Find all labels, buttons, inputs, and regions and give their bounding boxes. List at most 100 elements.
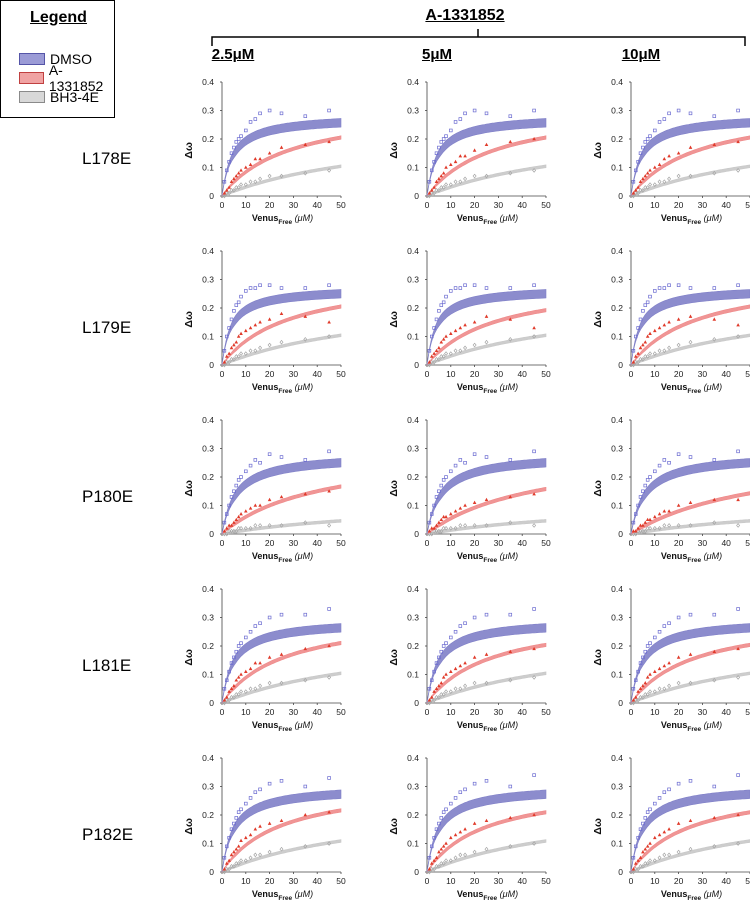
panel-l179e-10-m: 0 0.1 0.2 0.3 0.4 0 10 20 30 40 50 Δω VenusFree (μM) [592, 246, 750, 395]
marker-a-1331852 [444, 334, 448, 338]
marker-bh3-4e [631, 869, 636, 875]
marker-bh3-4e [508, 520, 513, 525]
x-tick-label: 40 [517, 538, 527, 548]
marker-dmso [736, 773, 740, 777]
y-tick-label: 0.4 [407, 77, 419, 87]
marker-bh3-4e [463, 345, 468, 351]
marker-dmso [667, 787, 671, 792]
marker-dmso [239, 807, 243, 812]
marker-a-1331852 [439, 681, 444, 685]
marker-a-1331852 [676, 151, 681, 155]
fit-band-bh3-4e [221, 333, 342, 366]
marker-dmso [631, 180, 636, 184]
marker-dmso [638, 661, 643, 665]
legend-box: Legend DMSO A-1331852 BH3-4E [0, 0, 115, 118]
marker-bh3-4e [222, 869, 227, 875]
marker-bh3-4e [458, 179, 463, 185]
y-tick-label: 0.4 [202, 753, 214, 763]
marker-dmso [657, 286, 662, 290]
marker-a-1331852 [239, 168, 243, 172]
x-tick-label: 20 [265, 538, 275, 548]
marker-a-1331852 [712, 497, 717, 502]
panel-l178e-10-m: 0 0.1 0.2 0.3 0.4 0 10 20 30 40 50 Δω VenusFree (μM) [592, 77, 750, 226]
marker-bh3-4e [676, 849, 681, 855]
x-tick-label: 50 [745, 200, 750, 210]
marker-dmso [227, 836, 231, 840]
marker-dmso [641, 821, 645, 826]
marker-a-1331852 [648, 841, 652, 845]
marker-bh3-4e [640, 187, 645, 193]
marker-bh3-4e [463, 852, 468, 858]
marker-a-1331852 [267, 317, 272, 321]
x-tick-label: 10 [241, 200, 251, 210]
x-tick-label: 30 [494, 538, 504, 548]
marker-a-1331852 [736, 139, 740, 144]
marker-a-1331852 [234, 517, 239, 522]
y-tick-label: 0.2 [611, 641, 623, 651]
x-tick-label: 50 [541, 538, 551, 548]
marker-dmso [227, 160, 231, 164]
marker-a-1331852 [458, 325, 463, 330]
marker-a-1331852 [653, 669, 657, 673]
marker-a-1331852 [234, 340, 239, 344]
marker-dmso [463, 111, 467, 116]
marker-dmso [453, 286, 458, 290]
marker-bh3-4e [636, 866, 641, 872]
y-tick-label: 0 [414, 360, 419, 370]
marker-a-1331852 [222, 867, 227, 871]
marker-a-1331852 [667, 509, 671, 513]
x-tick-label: 30 [289, 369, 299, 379]
x-tick-label: 20 [265, 200, 275, 210]
marker-a-1331852 [434, 179, 439, 184]
marker-bh3-4e [267, 342, 272, 348]
marker-dmso [430, 844, 434, 849]
marker-dmso [532, 283, 536, 287]
marker-bh3-4e [667, 345, 672, 351]
marker-dmso [432, 503, 436, 508]
marker-a-1331852 [327, 139, 331, 144]
fit-band-a-1331852 [426, 486, 547, 535]
marker-a-1331852 [222, 360, 227, 364]
marker-bh3-4e [688, 523, 693, 528]
y-tick-label: 0.2 [202, 134, 214, 144]
marker-bh3-4e [253, 179, 258, 185]
marker-a-1331852 [484, 314, 489, 318]
marker-dmso [441, 478, 446, 482]
marker-a-1331852 [303, 813, 308, 817]
marker-bh3-4e [427, 193, 432, 199]
fit-band-a-1331852 [630, 304, 750, 366]
marker-a-1331852 [227, 858, 231, 862]
marker-dmso [327, 108, 331, 113]
y-tick-label: 0.3 [611, 613, 623, 623]
marker-bh3-4e [231, 187, 236, 193]
marker-dmso [430, 512, 434, 516]
marker-dmso [432, 836, 436, 840]
x-tick-label: 0 [629, 200, 634, 210]
marker-a-1331852 [303, 646, 308, 651]
marker-dmso [653, 635, 657, 640]
marker-a-1331852 [641, 343, 645, 347]
y-tick-label: 0.2 [407, 810, 419, 820]
x-tick-label: 30 [698, 876, 708, 886]
fit-band-a-1331852 [221, 304, 342, 366]
marker-bh3-4e [640, 356, 645, 362]
marker-bh3-4e [448, 689, 453, 694]
marker-bh3-4e [532, 675, 537, 680]
marker-a-1331852 [248, 832, 253, 837]
x-tick-label: 30 [289, 538, 299, 548]
y-tick-label: 0.4 [611, 246, 623, 256]
y-tick-label: 0.1 [611, 670, 623, 680]
marker-dmso [232, 145, 236, 150]
x-tick-label: 20 [470, 876, 480, 886]
x-tick-label: 40 [312, 200, 322, 210]
marker-a-1331852 [303, 314, 308, 318]
marker-dmso [267, 283, 272, 287]
marker-a-1331852 [267, 821, 272, 825]
marker-bh3-4e [224, 531, 229, 537]
marker-dmso [236, 810, 241, 814]
marker-dmso [712, 286, 717, 290]
marker-a-1331852 [657, 325, 662, 330]
marker-dmso [484, 779, 489, 783]
marker-dmso [645, 300, 650, 305]
marker-a-1331852 [432, 185, 436, 189]
